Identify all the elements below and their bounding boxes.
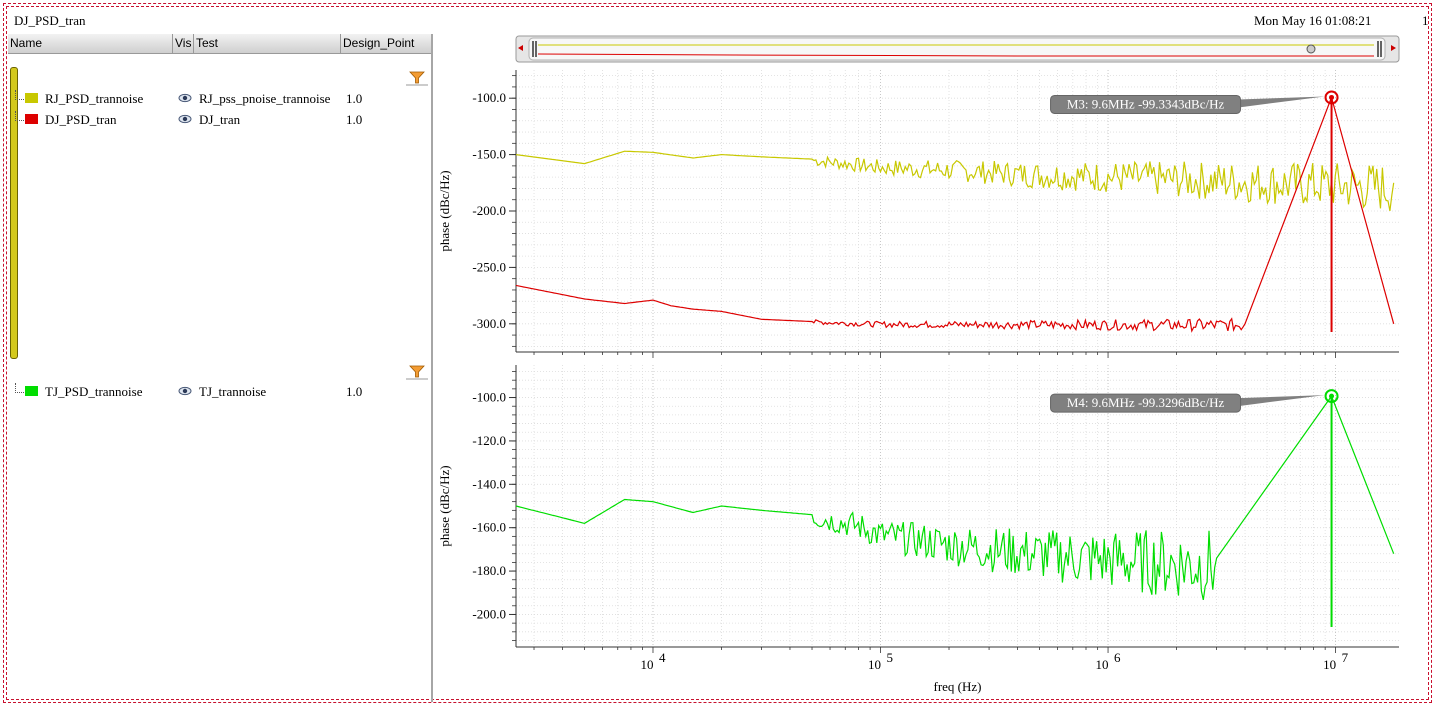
trace-design-point: 1.0 [346, 91, 363, 106]
series-line [515, 150, 1395, 212]
y-axis-label: phase (dBc/Hz) [437, 170, 452, 251]
y-axis-label: phase (dBc/Hz) [437, 465, 452, 546]
x-tick-label: 10 [1096, 657, 1109, 672]
marker-label-box[interactable] [1050, 393, 1242, 413]
eye-icon[interactable] [178, 91, 192, 105]
col-vis[interactable]: Vis [175, 36, 192, 50]
trace-design-point: 1.0 [346, 384, 363, 399]
trace-name: TJ_PSD_trannoise [45, 384, 143, 399]
trace-name: RJ_PSD_trannoise [45, 91, 144, 106]
y-tick-label: -250.0 [472, 259, 506, 274]
col-name[interactable]: Name [10, 36, 43, 50]
tree-line [15, 383, 24, 393]
col-design-point[interactable]: Design_Point [343, 36, 415, 50]
color-swatch [25, 386, 38, 396]
overview-thumb[interactable] [528, 37, 1386, 61]
marker-dot [1329, 94, 1335, 100]
x-tick-exponent: 7 [1342, 650, 1349, 665]
marker-pointer [1238, 96, 1325, 108]
y-tick-label: -300.0 [472, 316, 506, 331]
marker-dot [1329, 393, 1335, 399]
funnel-icon[interactable] [406, 364, 428, 380]
marker-label: M4: 9.6MHz -99.3296dBc/Hz [1067, 395, 1225, 410]
trace-test: TJ_trannoise [199, 384, 267, 399]
plot-panel: -100.0 -150.0 -200.0 -250.0 -300.0 phase (dBc… [437, 70, 1399, 358]
trace-design-point: 1.0 [346, 112, 363, 127]
tree-line [15, 111, 24, 121]
y-tick-label: -100.0 [472, 390, 506, 405]
table-header: Name Vis Test Design_Point [8, 34, 432, 54]
timestamp: Mon May 16 01:08:21 [1254, 13, 1372, 28]
table-row[interactable]: DJ_PSD_tran DJ_tran 1.0 [8, 111, 432, 129]
window-title: DJ_PSD_tran [14, 13, 86, 28]
table-row[interactable]: RJ_PSD_trannoise RJ_pss_pnoise_trannoise… [8, 90, 432, 108]
marker-circle[interactable] [1324, 389, 1339, 404]
y-tick-label: -150.0 [472, 147, 506, 162]
table-row[interactable]: TJ_PSD_trannoise TJ_trannoise 1.0 [8, 383, 432, 401]
overview-scrollbar[interactable] [515, 35, 1400, 63]
plot-panel: -100.0 -120.0 -140.0 -160.0 -180.0 -200.0 phas… [437, 365, 1399, 653]
col-test[interactable]: Test [196, 36, 219, 50]
edge-text: 1 [1422, 13, 1429, 28]
y-tick-label: -180.0 [472, 563, 506, 578]
group-strip [10, 67, 18, 359]
scroll-left-icon[interactable] [518, 45, 523, 51]
color-swatch [25, 114, 38, 124]
x-tick-label: 10 [1323, 657, 1336, 672]
x-tick-exponent: 5 [887, 650, 894, 665]
waveform-chart: -100.0 -150.0 -200.0 -250.0 -300.0 phase (dBc… [437, 35, 1400, 694]
trace-test: RJ_pss_pnoise_trannoise [199, 91, 331, 106]
trace-table: Name Vis Test Design_Point RJ_PSD_tranno… [8, 34, 432, 702]
y-tick-label: -100.0 [472, 90, 506, 105]
x-tick-exponent: 4 [659, 650, 666, 665]
eye-icon[interactable] [178, 112, 192, 126]
overview-marker-icon [1306, 44, 1316, 54]
x-tick-label: 10 [640, 657, 653, 672]
series-line [515, 394, 1395, 601]
y-tick-label: -200.0 [472, 606, 506, 621]
y-tick-label: -140.0 [472, 476, 506, 491]
y-tick-label: -120.0 [472, 433, 506, 448]
pane-divider[interactable] [431, 34, 433, 702]
marker-circle[interactable] [1324, 90, 1339, 105]
x-axis-label: freq (Hz) [934, 679, 982, 694]
color-swatch [25, 93, 38, 103]
outer-frame [3, 3, 1432, 703]
series-line [515, 95, 1395, 333]
marker-pointer [1238, 395, 1325, 407]
tree-line [15, 90, 24, 100]
scroll-right-icon[interactable] [1391, 45, 1396, 51]
inner-frame [6, 6, 1429, 700]
eye-icon[interactable] [178, 384, 192, 398]
x-tick-exponent: 6 [1114, 650, 1121, 665]
y-tick-label: -200.0 [472, 203, 506, 218]
marker-label: M3: 9.6MHz -99.3343dBc/Hz [1067, 96, 1225, 111]
y-tick-label: -160.0 [472, 520, 506, 535]
x-tick-label: 10 [868, 657, 881, 672]
funnel-icon[interactable] [406, 70, 428, 86]
trace-name: DJ_PSD_tran [45, 112, 117, 127]
trace-test: DJ_tran [199, 112, 241, 127]
marker-label-box[interactable] [1050, 94, 1242, 114]
